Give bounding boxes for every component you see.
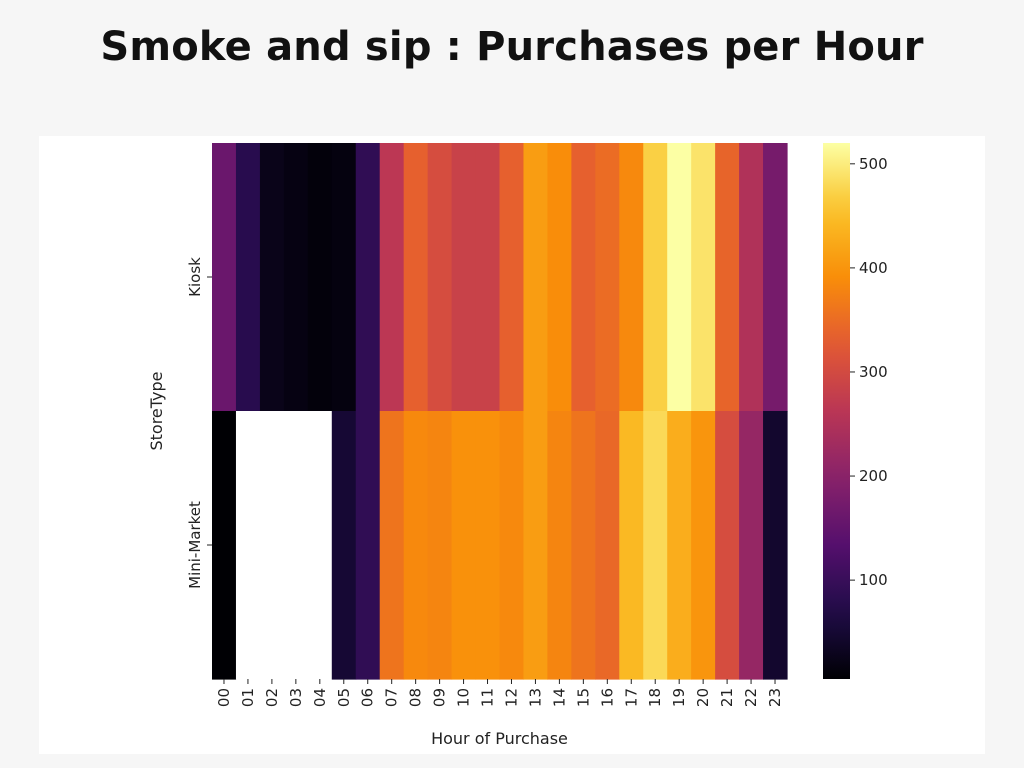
heatmap-cell-mini-market-16 — [595, 411, 620, 680]
heatmap-cell-kiosk-15 — [571, 143, 596, 412]
heatmap-cell-kiosk-18 — [643, 143, 668, 412]
x-tick-label: 10 — [455, 688, 473, 707]
colorbar-tick-label: 300 — [859, 363, 888, 381]
heatmap-cell-mini-market-15 — [571, 411, 596, 680]
x-tick-label: 05 — [335, 688, 353, 707]
heatmap-cell-mini-market-08 — [403, 411, 429, 680]
x-tick-label: 04 — [311, 688, 329, 707]
colorbar-tick-label: 500 — [859, 155, 888, 173]
heatmap-cell-kiosk-09 — [427, 143, 453, 412]
heatmap-cell-kiosk-11 — [475, 143, 501, 412]
x-tick-label: 14 — [550, 688, 568, 707]
heatmap-cell-mini-market-14 — [547, 411, 572, 680]
x-tick-label: 02 — [263, 688, 281, 707]
heatmap-cell-mini-market-12 — [499, 411, 525, 680]
heatmap-cell-kiosk-14 — [547, 143, 572, 412]
x-tick-label: 18 — [646, 688, 664, 707]
colorbar-tick-label: 100 — [859, 571, 888, 589]
heatmap-cell-kiosk-21 — [715, 143, 740, 412]
x-tick-label: 23 — [766, 688, 784, 707]
heatmap-cell-kiosk-06 — [355, 143, 381, 412]
colorbar-tick-label: 400 — [859, 259, 888, 277]
colorbar-tick-label: 200 — [859, 467, 888, 485]
y-axis-label: StoreType — [147, 371, 166, 450]
heatmap-cell-mini-market-13 — [523, 411, 549, 680]
heatmap-cell-kiosk-23 — [763, 143, 788, 412]
x-tick-label: 11 — [479, 688, 497, 707]
x-tick-label: 20 — [694, 688, 712, 707]
heatmap-cell-kiosk-04 — [307, 143, 333, 412]
heatmap-cell-kiosk-13 — [523, 143, 549, 412]
heatmap-cell-mini-market-10 — [451, 411, 477, 680]
x-tick-label: 16 — [598, 688, 616, 707]
x-tick-label: 03 — [287, 688, 305, 707]
heatmap-cell-kiosk-05 — [331, 143, 357, 412]
heatmap-cell-kiosk-02 — [259, 143, 285, 412]
colorbar-ticks: 100 200 300 400 500 — [850, 155, 888, 589]
colorbar — [823, 143, 850, 679]
heatmap-cell-mini-market-22 — [739, 411, 764, 680]
x-tick-label: 09 — [431, 688, 449, 707]
heatmap-cell-kiosk-08 — [403, 143, 429, 412]
heatmap-cell-kiosk-19 — [667, 143, 692, 412]
heatmap-cell-mini-market-04 — [307, 411, 333, 680]
x-tick-label: 00 — [215, 688, 233, 707]
heatmap-cell-mini-market-03 — [283, 411, 309, 680]
heatmap-cell-mini-market-11 — [475, 411, 501, 680]
heatmap-cell-mini-market-05 — [331, 411, 357, 680]
heatmap-cell-kiosk-16 — [595, 143, 620, 412]
heatmap-cell-kiosk-20 — [691, 143, 716, 412]
heatmap-cell-kiosk-10 — [451, 143, 477, 412]
heatmap-cell-kiosk-22 — [739, 143, 764, 412]
heatmap-cell-mini-market-06 — [355, 411, 381, 680]
x-tick-label: 21 — [718, 688, 736, 707]
heatmap-cell-mini-market-20 — [691, 411, 716, 680]
heatmap-cell-kiosk-07 — [379, 143, 405, 412]
x-axis-ticks: 00 01 02 03 04 05 06 07 08 09 10 11 12 13 14 15 16 17 18 19… — [215, 679, 784, 707]
x-axis-label: Hour of Purchase — [431, 729, 568, 748]
heatmap-cell-mini-market-17 — [619, 411, 644, 680]
x-tick-label: 22 — [742, 688, 760, 707]
x-tick-label: 08 — [407, 688, 425, 707]
heatmap-cell-kiosk-12 — [499, 143, 525, 412]
heatmap-cell-mini-market-02 — [259, 411, 285, 680]
heatmap-cell-kiosk-01 — [235, 143, 261, 412]
heatmap-cell-mini-market-01 — [235, 411, 261, 680]
y-axis-ticks: Kiosk Mini-Market — [186, 257, 212, 589]
x-tick-label: 01 — [239, 688, 257, 707]
heatmap-cell-mini-market-18 — [643, 411, 668, 680]
heatmap-cell-mini-market-00 — [212, 411, 237, 680]
heatmap-cell-mini-market-21 — [715, 411, 740, 680]
heatmap-cell-mini-market-23 — [763, 411, 788, 680]
x-tick-label: 15 — [574, 688, 592, 707]
y-tick-label: Mini-Market — [186, 501, 204, 589]
x-tick-label: 12 — [502, 688, 520, 707]
heatmap-cells — [212, 143, 788, 680]
heatmap-cell-mini-market-19 — [667, 411, 692, 680]
y-tick-label: Kiosk — [186, 257, 204, 297]
x-tick-label: 07 — [383, 688, 401, 707]
x-tick-label: 13 — [526, 688, 544, 707]
x-tick-label: 06 — [359, 688, 377, 707]
heatmap-chart: 00 01 02 03 04 05 06 07 08 09 10 11 12 13 14 15 16 17 18 19… — [147, 143, 888, 748]
heatmap-cell-kiosk-17 — [619, 143, 644, 412]
chart-panel: 00 01 02 03 04 05 06 07 08 09 10 11 12 13 14 15 16 17 18 19… — [39, 136, 985, 754]
heatmap-cell-mini-market-09 — [427, 411, 453, 680]
heatmap-cell-kiosk-00 — [212, 143, 237, 412]
heatmap-cell-kiosk-03 — [283, 143, 309, 412]
x-tick-label: 19 — [670, 688, 688, 707]
heatmap-cell-mini-market-07 — [379, 411, 405, 680]
page-title: Smoke and sip : Purchases per Hour — [100, 24, 924, 70]
x-tick-label: 17 — [622, 688, 640, 707]
